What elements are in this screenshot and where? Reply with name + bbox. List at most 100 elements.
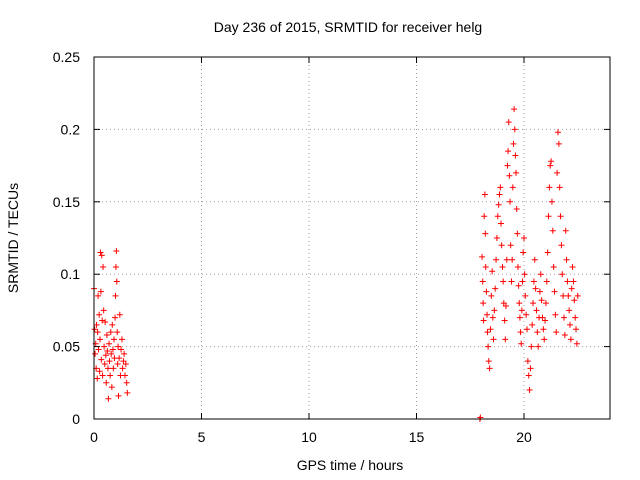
data-point [113,248,120,255]
data-point [520,249,527,256]
x-tick-label: 15 [409,429,425,445]
data-point [548,198,555,205]
data-point [521,235,527,241]
data-point [549,227,556,234]
data-point [516,300,523,307]
data-point [537,271,544,278]
data-point [501,317,508,324]
data-point [96,368,103,375]
data-point [569,263,576,270]
data-point [495,201,502,208]
data-point [560,314,567,321]
data-point [482,230,489,237]
data-point [545,213,552,220]
y-tick-label: 0.1 [61,266,81,282]
data-point [119,365,126,372]
data-point [557,213,564,220]
data-point [563,256,570,263]
data-point [529,321,536,328]
data-point [481,213,488,220]
data-point [121,350,128,357]
data-point [573,326,580,333]
data-point [112,263,119,270]
data-point [479,253,486,260]
data-point [494,213,501,220]
data-point [121,372,128,379]
data-point [541,336,548,343]
data-point [550,263,557,270]
data-point [100,307,107,314]
data-point [515,282,522,289]
data-point [95,292,102,299]
data-point [564,278,571,285]
data-point [106,358,113,365]
data-point [108,384,115,391]
data-point [489,314,496,321]
data-point [508,278,515,285]
data-point [562,227,569,234]
data-point [103,379,110,386]
data-point [510,140,517,147]
data-point [115,343,122,350]
data-point [571,297,578,304]
data-point [493,235,500,241]
data-point [525,372,532,379]
data-point [116,355,123,362]
data-point [93,321,100,328]
data-point [546,184,553,191]
x-tick-labels: 0 5 10 15 20 [90,429,532,445]
data-point [514,230,521,237]
data-point [110,365,117,372]
x-axis-label: GPS time / hours [297,457,404,473]
data-point [499,263,506,270]
data-point [507,198,514,205]
data-point [530,278,537,285]
data-point [102,352,109,359]
data-point [506,172,513,179]
data-point [487,326,494,333]
data-point [542,317,549,324]
data-point [542,300,549,307]
data-point [108,350,115,357]
y-tick-label: 0.25 [53,49,80,65]
data-point [106,340,113,347]
data-point [114,329,121,336]
data-point [491,307,498,314]
data-point [574,292,581,299]
data-point [524,358,531,365]
data-point [553,329,560,336]
data-point [558,242,565,249]
data-point [500,278,507,285]
data-point [516,314,523,321]
data-point [536,288,543,295]
data-point [496,191,503,198]
data-point [543,278,550,285]
data-point [524,326,531,333]
data-point [118,336,125,343]
data-point [507,242,514,249]
data-point [544,249,551,256]
data-point [567,336,574,343]
data-point [551,288,558,295]
data-point [570,278,577,285]
data-point [512,152,519,159]
data-point [91,326,98,333]
data-point [97,336,104,343]
data-point [497,184,504,191]
data-point [560,292,567,299]
data-point [100,263,107,270]
data-point [561,332,568,339]
data-point [540,326,547,333]
data-point [555,140,562,147]
data-point [504,162,511,169]
data-point [521,271,528,278]
data-point [493,256,500,263]
data-point [509,256,516,263]
data-point [477,414,484,421]
data-point [107,329,114,336]
data-point [104,365,111,372]
data-point [554,169,561,176]
data-point [502,303,509,310]
data-point [101,343,108,350]
data-point [94,329,101,336]
